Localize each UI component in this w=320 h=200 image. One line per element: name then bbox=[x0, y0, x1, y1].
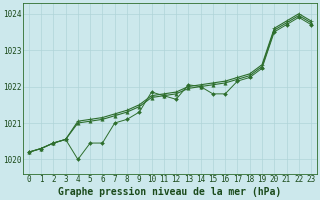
X-axis label: Graphe pression niveau de la mer (hPa): Graphe pression niveau de la mer (hPa) bbox=[58, 187, 282, 197]
